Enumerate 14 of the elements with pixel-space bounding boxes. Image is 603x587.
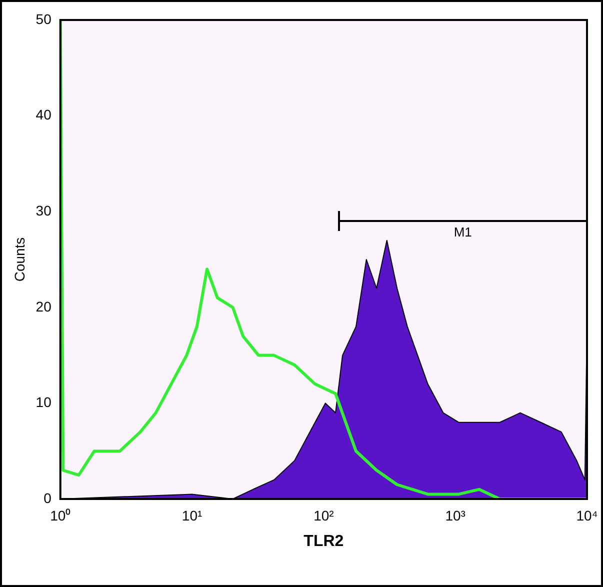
y-tick-label: 10	[36, 394, 52, 410]
y-tick-label: 20	[36, 298, 52, 314]
x-tick-label: 10³	[445, 507, 466, 524]
y-tick-label: 0	[44, 490, 52, 506]
y-tick-label: 40	[36, 106, 52, 123]
y-tick-label: 30	[36, 202, 52, 218]
y-axis-title: Counts	[11, 237, 28, 282]
x-tick-label: 10⁴	[576, 507, 598, 524]
x-axis-title: TLR2	[304, 532, 344, 550]
band-label: M1	[454, 224, 472, 240]
x-tick-label: 10¹	[182, 507, 202, 524]
x-tick-label: 10²	[314, 507, 334, 524]
x-tick-label: 10⁰	[50, 507, 71, 524]
y-tick-label: 50	[36, 10, 52, 27]
